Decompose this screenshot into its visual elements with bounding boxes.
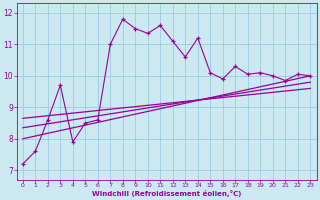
X-axis label: Windchill (Refroidissement éolien,°C): Windchill (Refroidissement éolien,°C)	[92, 190, 241, 197]
